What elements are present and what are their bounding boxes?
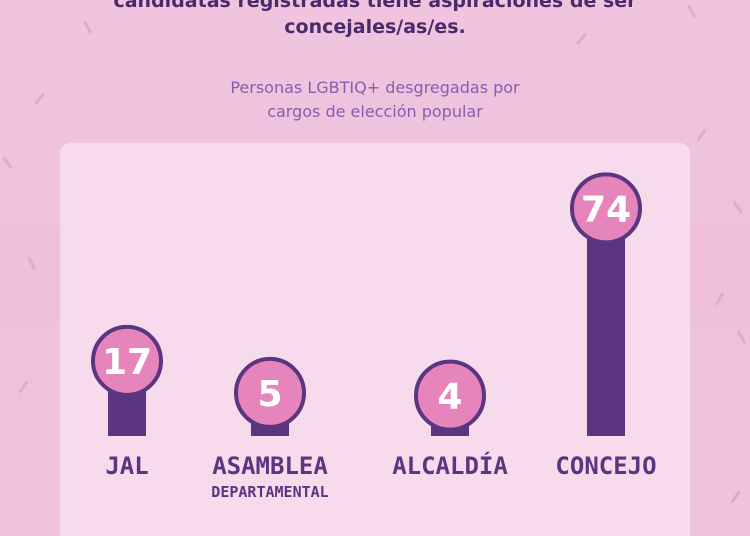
bar-group-asamblea: 5 ASAMBLEA DEPARTAMENTAL bbox=[211, 356, 329, 501]
category-label-concejo: CONCEJO bbox=[555, 452, 656, 480]
value-label-alcaldia: 4 bbox=[437, 377, 462, 418]
bar-group-alcaldia: 4 ALCALDÍA bbox=[392, 359, 508, 480]
intro-text-line-1: candidatas registradas tiene aspiracione… bbox=[113, 0, 637, 12]
value-marker-jal bbox=[91, 324, 163, 397]
bar-concejo bbox=[587, 208, 625, 436]
bar-group-concejo: 74 CONCEJO bbox=[555, 172, 657, 480]
value-marker-alcaldia bbox=[414, 359, 486, 432]
chart-subtitle: Personas LGBTIQ+ desgregadas por cargos … bbox=[0, 76, 750, 124]
category-label-asamblea-line-2: DEPARTAMENTAL bbox=[211, 483, 328, 501]
chart-subtitle-line-2: cargos de elección popular bbox=[267, 102, 483, 121]
intro-text-line-2: concejales/as/es. bbox=[284, 16, 466, 38]
value-marker-concejo bbox=[570, 172, 642, 245]
value-marker-asamblea bbox=[234, 356, 306, 429]
category-label-jal: JAL bbox=[105, 452, 148, 480]
value-label-asamblea: 5 bbox=[257, 374, 282, 415]
category-label-alcaldia: ALCALDÍA bbox=[392, 451, 508, 480]
chart-subtitle-line-1: Personas LGBTIQ+ desgregadas por bbox=[230, 78, 520, 97]
category-label-asamblea: ASAMBLEA bbox=[212, 452, 328, 480]
value-label-concejo: 74 bbox=[581, 189, 631, 230]
value-label-jal: 17 bbox=[102, 342, 152, 383]
bar-group-jal: 17 JAL bbox=[91, 324, 163, 480]
